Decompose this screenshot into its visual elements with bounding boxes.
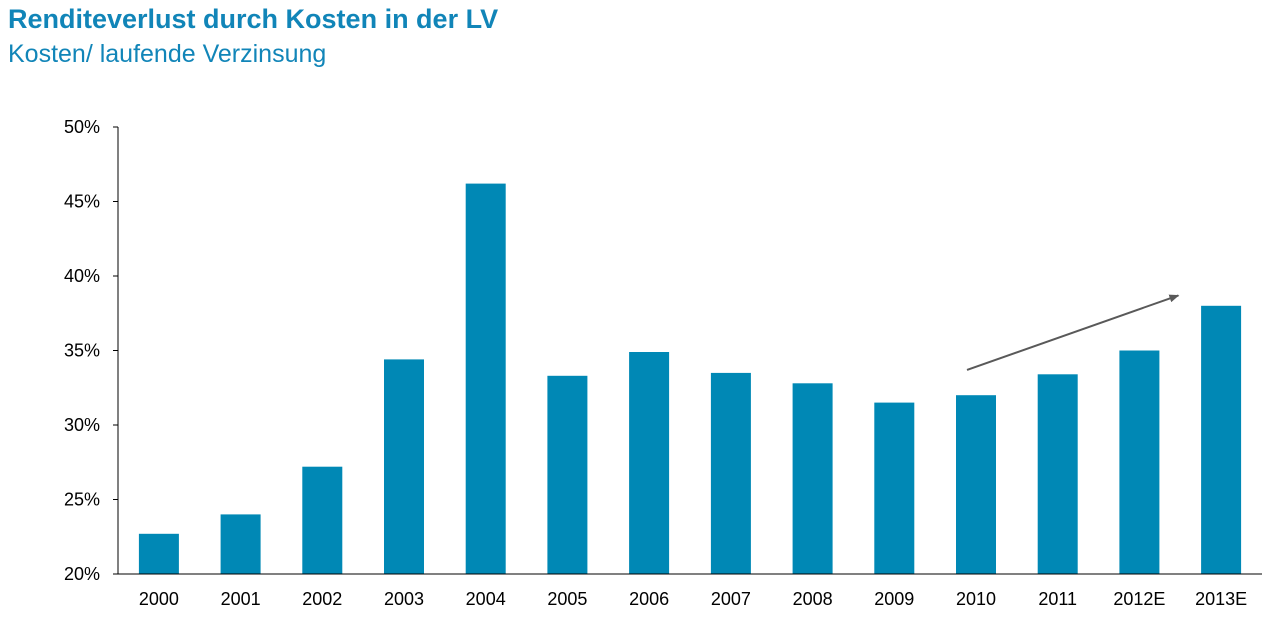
x-tick-label: 2007 xyxy=(711,589,751,609)
y-tick-label: 40% xyxy=(64,266,100,286)
x-tick-label: 2008 xyxy=(793,589,833,609)
x-tick-label: 2010 xyxy=(956,589,996,609)
y-tick-label: 35% xyxy=(64,341,100,361)
bar-2007 xyxy=(710,372,751,574)
y-tick-label: 50% xyxy=(64,117,100,137)
x-tick-label: 2004 xyxy=(466,589,506,609)
trend-arrow xyxy=(966,294,1180,371)
x-tick-label: 2002 xyxy=(302,589,342,609)
bar-2010 xyxy=(956,395,996,574)
x-tick-label: 2000 xyxy=(139,589,179,609)
x-tick-label: 2012E xyxy=(1113,589,1165,609)
bar-2008 xyxy=(792,383,833,574)
y-tick-label: 30% xyxy=(64,415,100,435)
x-tick-label: 2006 xyxy=(629,589,669,609)
bar-2003 xyxy=(384,359,424,574)
bar-2006 xyxy=(629,352,670,574)
x-tick-label: 2005 xyxy=(547,589,587,609)
bar-2005 xyxy=(547,375,588,574)
bar-2009 xyxy=(874,402,915,574)
chart-subtitle: Kosten/ laufende Verzinsung xyxy=(8,40,327,68)
x-tick-label: 2001 xyxy=(221,589,261,609)
bar-2013E xyxy=(1201,305,1242,574)
bar-2004 xyxy=(465,183,506,574)
y-tick-label: 45% xyxy=(64,192,100,212)
bar-2011 xyxy=(1037,374,1078,574)
bar-2000 xyxy=(138,533,179,574)
y-tick-label: 25% xyxy=(64,490,100,510)
chart-title: Renditeverlust durch Kosten in der LV xyxy=(8,4,499,34)
x-tick-label: 2003 xyxy=(384,589,424,609)
x-tick-label: 2013E xyxy=(1195,589,1247,609)
bar-2002 xyxy=(302,466,343,574)
y-tick-label: 20% xyxy=(64,564,100,584)
x-tick-label: 2011 xyxy=(1038,589,1077,609)
x-tick-label: 2009 xyxy=(874,589,914,609)
bar-2012E xyxy=(1119,350,1160,574)
bar-2001 xyxy=(220,514,261,574)
